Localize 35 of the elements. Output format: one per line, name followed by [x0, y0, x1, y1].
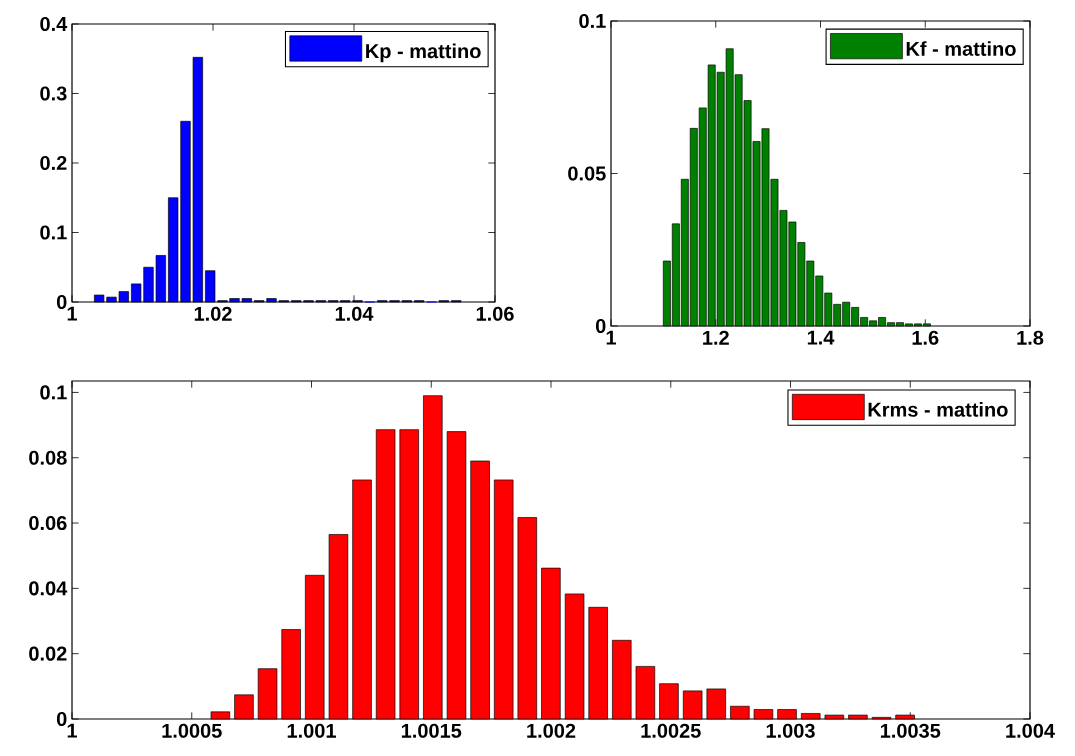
x-tick-label: 1.0015 [401, 723, 462, 738]
y-tick-label: 0.2 [40, 155, 67, 171]
y-tick-label: 0.4 [40, 16, 68, 32]
x-tick-label: 1.8 [1017, 330, 1044, 345]
x-tick-label: 1 [67, 306, 77, 321]
x-tick-label: 1.4 [807, 330, 835, 345]
x-tick-label: 1.0005 [162, 723, 222, 738]
x-tick-label: 1.004 [1006, 723, 1055, 738]
x-tick-label: 1.001 [287, 723, 336, 738]
x-tick-label: 1 [67, 723, 78, 738]
y-tick-label: 0.05 [568, 166, 606, 181]
y-tick-label: 0.1 [40, 385, 67, 400]
x-tick-label: 1.04 [335, 306, 374, 321]
x-tick-label: 1.0025 [641, 723, 701, 738]
y-tick-label: 0.3 [40, 86, 67, 101]
y-tick-label: 0 [56, 711, 67, 727]
y-tick-label: 0.06 [29, 515, 67, 531]
x-tick-label: 1.2 [703, 330, 729, 345]
legend-label: Kf - mattino [906, 41, 1016, 56]
x-tick-label: 1.02 [194, 306, 232, 321]
legend-label: Krms - mattino [868, 402, 1008, 417]
x-tick-label: 1.06 [476, 306, 514, 321]
y-tick-label: 0.04 [29, 581, 68, 596]
x-tick-label: 1.0035 [880, 723, 941, 738]
y-tick-label: 0 [56, 294, 67, 310]
y-tick-label: 0.02 [29, 646, 67, 661]
y-tick-label: 0.08 [29, 450, 67, 465]
y-tick-label: 0.1 [40, 225, 67, 240]
x-tick-label: 1 [606, 330, 616, 345]
legend-label: Kp - mattino [366, 43, 481, 63]
x-tick-label: 1.002 [527, 723, 576, 738]
y-tick-label: 0 [595, 318, 606, 334]
x-tick-label: 1.003 [766, 723, 815, 738]
y-tick-label: 0.1 [579, 13, 606, 29]
x-tick-label: 1.6 [912, 330, 939, 345]
